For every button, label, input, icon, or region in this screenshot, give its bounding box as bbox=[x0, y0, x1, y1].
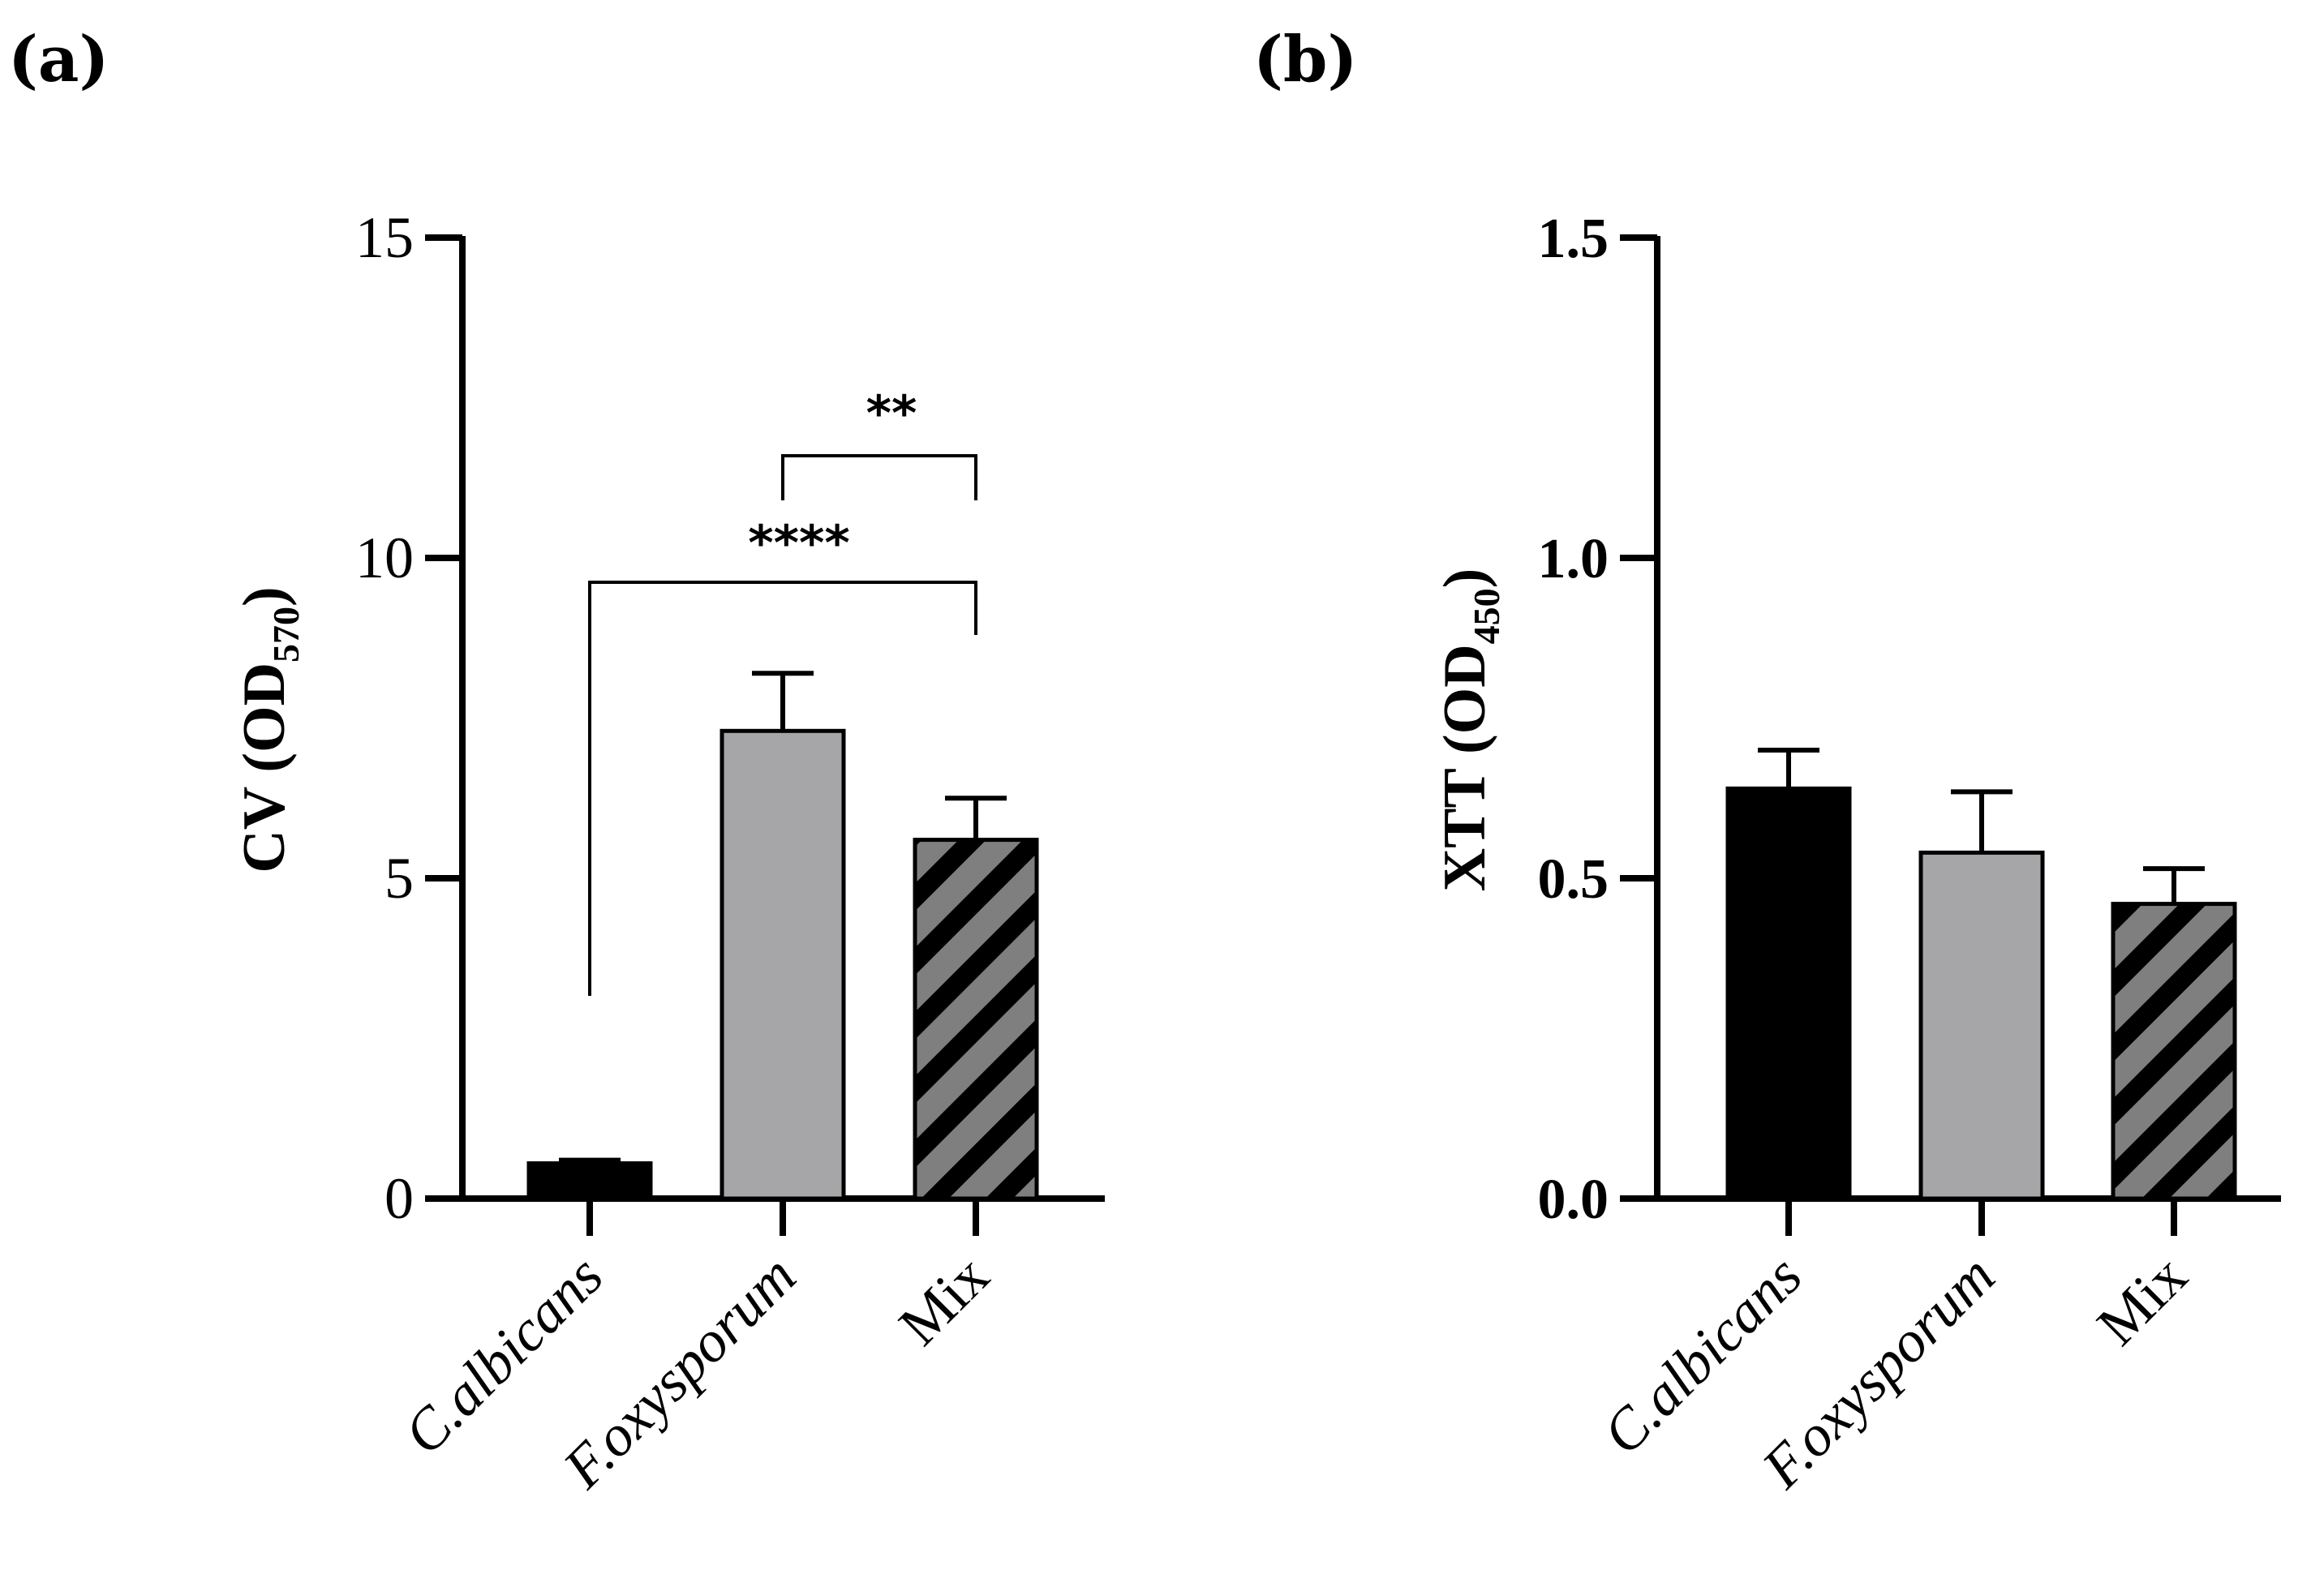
panel-b-ylabel: XTT (OD450) bbox=[1432, 568, 1507, 892]
panel-a-category-label: Mix bbox=[887, 1243, 1001, 1358]
panel-a: (a) CV (OD570) 051015C.albicansF.oxyspor… bbox=[8, 23, 1105, 1501]
panel-b-label: (b) bbox=[1253, 23, 1357, 97]
panel-a-ylabel-main: CV (OD bbox=[231, 663, 298, 873]
panel-b: (b) XTT (OD450) 0.00.51.01.5C.albicansF.… bbox=[1253, 23, 2281, 1501]
panel-a-bar bbox=[720, 728, 846, 1201]
panel-b-ylabel-sub: 450 bbox=[1466, 588, 1507, 644]
panel-a-sig-bracket bbox=[588, 581, 977, 996]
svg-text:CV (OD570): CV (OD570) bbox=[231, 586, 307, 873]
panel-a-ylabel-sub: 570 bbox=[265, 607, 307, 663]
panel-a-bar bbox=[526, 1161, 653, 1201]
panel-b-ytick-label: 0.0 bbox=[1538, 1169, 1609, 1231]
panel-b-bar bbox=[1725, 786, 1852, 1201]
panel-a-ylabel-close: ) bbox=[231, 586, 298, 607]
panel-a-ytick-label: 0 bbox=[384, 1166, 414, 1231]
panel-a-bar bbox=[913, 838, 1039, 1201]
panel-b-ylabel-close: ) bbox=[1432, 568, 1498, 589]
panel-a-sig-label: **** bbox=[748, 515, 850, 572]
panel-a-ytick-label: 5 bbox=[384, 846, 414, 911]
panel-a-sig-label: ** bbox=[866, 385, 917, 442]
panel-a-ytick-label: 10 bbox=[355, 525, 414, 590]
panel-b-ytick-label: 1.0 bbox=[1538, 528, 1609, 590]
panel-a-ylabel: CV (OD570) bbox=[231, 586, 307, 873]
panel-b-ytick-label: 0.5 bbox=[1538, 848, 1609, 911]
panel-b-bar bbox=[2111, 902, 2237, 1201]
panel-a-label: (a) bbox=[8, 23, 109, 97]
panel-b-ytick-label: 1.5 bbox=[1538, 208, 1609, 270]
panel-b-bar bbox=[1918, 850, 2045, 1201]
panel-a-ytick-label: 15 bbox=[355, 205, 414, 270]
svg-text:XTT (OD450): XTT (OD450) bbox=[1432, 568, 1507, 892]
panel-b-ylabel-main: XTT (OD bbox=[1432, 644, 1498, 891]
panel-a-sig-bracket bbox=[781, 454, 977, 500]
panel-b-category-label: Mix bbox=[2085, 1243, 2199, 1358]
